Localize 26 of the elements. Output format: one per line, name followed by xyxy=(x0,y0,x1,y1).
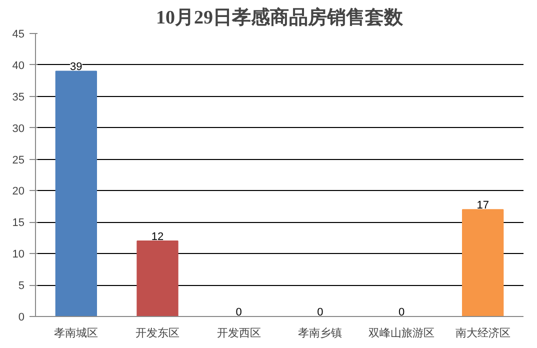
data-label: 12 xyxy=(151,231,164,244)
y-tick-label: 5 xyxy=(18,280,25,292)
y-tick-label: 45 xyxy=(12,28,25,40)
y-tick-label: 10 xyxy=(12,248,25,261)
data-label: 0 xyxy=(317,306,324,318)
y-tick-label: 20 xyxy=(12,186,25,198)
y-tick-label: 25 xyxy=(12,154,25,166)
bar xyxy=(462,209,504,316)
x-tick-label: 开发西区 xyxy=(216,328,261,340)
bar xyxy=(136,240,178,316)
data-label: 39 xyxy=(70,61,82,74)
y-tick-label: 35 xyxy=(12,91,25,104)
data-label: 0 xyxy=(236,306,242,318)
x-tick-label: 孝南乡镇 xyxy=(298,326,342,340)
x-tick-label: 孝南城区 xyxy=(54,326,98,340)
y-tick-label: 40 xyxy=(12,60,25,72)
data-label: 17 xyxy=(476,200,489,212)
x-tick-label: 南大经济区 xyxy=(455,326,510,340)
x-tick-label: 双峰山旅游区 xyxy=(368,326,434,340)
y-tick-label: 0 xyxy=(18,312,25,324)
y-tick-label: 30 xyxy=(12,122,25,135)
y-tick-label: 15 xyxy=(12,217,25,230)
chart-title: 10月29日孝感商品房销售套数 xyxy=(156,6,404,28)
bar xyxy=(55,70,97,316)
x-tick-label: 开发东区 xyxy=(136,326,180,340)
data-label: 0 xyxy=(398,306,405,318)
